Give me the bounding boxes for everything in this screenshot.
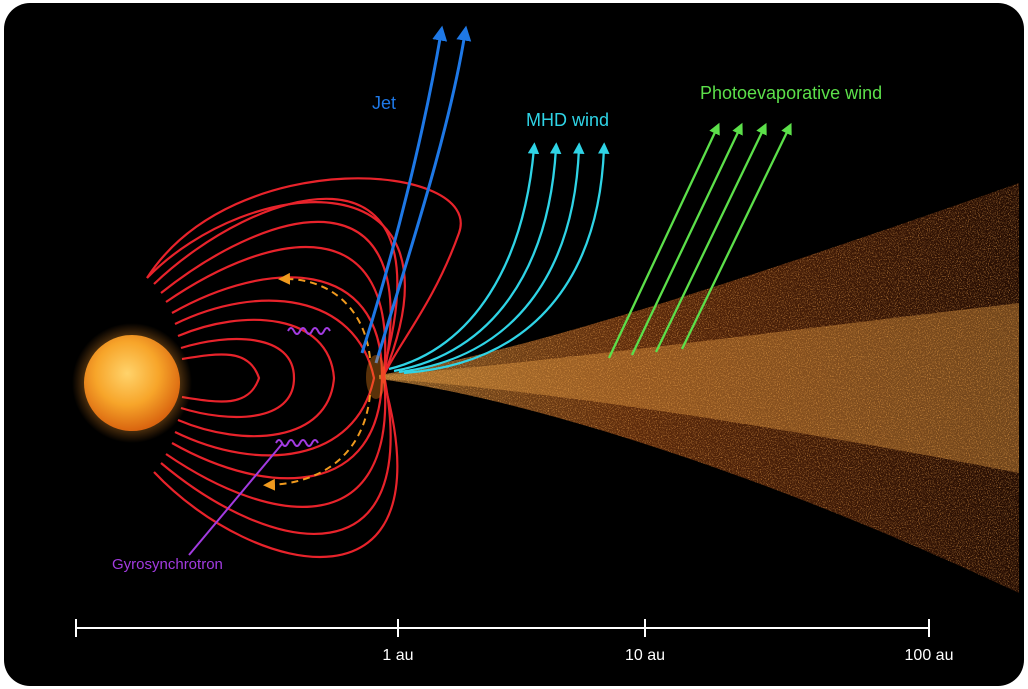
scale-tick-label-100au: 100 au <box>904 647 954 664</box>
distance-scale-bar <box>75 619 930 637</box>
mhd-wind-label: MHD wind <box>526 110 610 130</box>
diagram-canvas: Jet MHD wind Photoevaporative wind Gyros… <box>4 3 1024 686</box>
gyrosynchrotron-label: Gyrosynchrotron <box>112 556 223 573</box>
scale-tick-label-1au: 1 au <box>382 647 414 664</box>
photoevaporative-wind-arrows <box>607 122 792 359</box>
gyrosynchrotron-emission <box>188 327 331 556</box>
scale-tick-label-10au: 10 au <box>624 647 666 664</box>
jet-label: Jet <box>372 93 397 113</box>
mhd-wind-arrows <box>388 142 610 375</box>
inner-disk-edge <box>366 355 386 399</box>
jet-arrows <box>360 25 472 364</box>
star <box>72 323 192 443</box>
diagram-artwork <box>72 25 1019 637</box>
protoplanetary-disk <box>379 183 1019 593</box>
magnetic-field-lines <box>146 177 462 558</box>
photoevaporative-wind-label: Photoevaporative wind <box>700 83 883 103</box>
